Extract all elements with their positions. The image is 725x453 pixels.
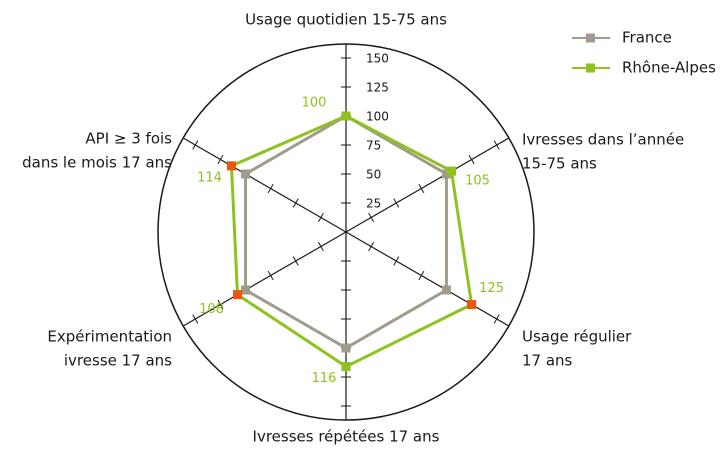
legend-label: Rhône-Alpes [622,59,716,77]
category-label: ivresse 17 ans [64,352,172,370]
tick-mark [217,154,224,165]
tick-mark [393,198,400,208]
data-label: 125 [479,281,504,296]
spoke [345,137,510,233]
tick-mark [292,198,299,208]
tick-mark [317,241,324,252]
tick-mark [267,183,274,194]
category-label: Usage quotidien 15-75 ans [245,11,447,29]
marker [441,169,451,179]
tick-mark [468,154,475,165]
category-label: dans le mois 17 ans [22,154,172,172]
spoke [345,231,510,327]
category-label: 17 ans [522,352,573,370]
r-tick-label: 100 [366,110,389,124]
data-label: 108 [199,302,224,317]
category-label: 15-75 ans [522,155,597,173]
r-tick-label: 75 [366,139,381,153]
marker [441,285,451,295]
tick-mark [192,140,199,150]
r-tick-label: 150 [366,52,389,66]
data-label: 105 [465,174,490,189]
r-tick-label: 50 [366,168,381,182]
data-label: 116 [312,371,337,386]
tick-mark [317,212,324,223]
tick-mark [217,299,224,310]
marker [341,362,351,372]
tick-mark [418,183,425,194]
tick-mark [368,241,375,252]
category-label: Expérimentation [47,328,172,346]
legend-marker [586,63,595,73]
legend-label: France [622,29,672,47]
marker [241,169,251,179]
series-line [229,114,474,369]
tick-mark [493,140,500,150]
r-tick-label: 125 [366,81,389,95]
tick-mark [368,212,375,223]
tick-mark [192,314,199,324]
category-label: API ≥ 3 fois [85,130,172,148]
marker [341,111,351,121]
spoke [182,231,347,327]
marker [241,285,251,295]
data-label: 114 [197,170,222,185]
data-label: 100 [302,96,327,111]
marker [233,290,243,300]
spoke [182,137,347,233]
category-label: Ivresses dans l’année [522,131,684,149]
marker [226,161,236,171]
tick-mark [267,270,274,281]
category-label: Ivresses répétées 17 ans [253,428,440,446]
marker [341,343,351,353]
legend-marker [586,33,595,43]
tick-mark [393,256,400,266]
tick-mark [493,314,500,324]
r-tick-label: 25 [366,197,381,211]
marker [446,166,456,176]
tick-mark [292,256,299,266]
tick-mark [418,270,425,281]
category-label: Usage régulier [522,328,632,346]
marker [467,300,477,309]
